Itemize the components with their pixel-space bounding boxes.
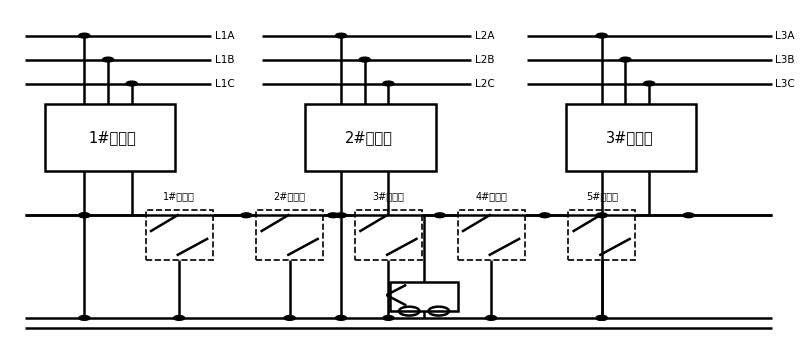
Circle shape — [383, 81, 394, 86]
Bar — [355, 210, 422, 260]
Circle shape — [335, 213, 346, 218]
Bar — [390, 282, 458, 311]
Circle shape — [174, 316, 185, 321]
Bar — [566, 104, 697, 171]
Circle shape — [359, 57, 370, 62]
Text: 1#过分相: 1#过分相 — [163, 191, 195, 201]
Bar — [146, 210, 213, 260]
Circle shape — [78, 316, 90, 321]
Text: L3A: L3A — [775, 31, 795, 41]
Circle shape — [335, 33, 346, 38]
Bar — [256, 210, 323, 260]
Circle shape — [620, 57, 631, 62]
Circle shape — [596, 316, 607, 321]
Text: L1C: L1C — [214, 79, 234, 89]
Bar — [568, 210, 635, 260]
Text: L3C: L3C — [775, 79, 795, 89]
Circle shape — [486, 316, 497, 321]
Circle shape — [335, 316, 346, 321]
Circle shape — [126, 81, 138, 86]
Circle shape — [241, 213, 252, 218]
Text: 1#供电所: 1#供电所 — [88, 130, 136, 145]
Bar — [45, 104, 175, 171]
Text: 2#供电所: 2#供电所 — [345, 130, 393, 145]
Circle shape — [596, 213, 607, 218]
Circle shape — [78, 213, 90, 218]
Circle shape — [78, 213, 90, 218]
Bar — [306, 104, 436, 171]
Text: 3#过分相: 3#过分相 — [373, 191, 404, 201]
Text: 5#过分相: 5#过分相 — [586, 191, 618, 201]
Circle shape — [102, 57, 114, 62]
Circle shape — [596, 33, 607, 38]
Text: L1B: L1B — [214, 55, 234, 65]
Circle shape — [643, 81, 654, 86]
Text: L2B: L2B — [475, 55, 495, 65]
Circle shape — [284, 316, 295, 321]
Circle shape — [683, 213, 694, 218]
Text: L2C: L2C — [475, 79, 495, 89]
Circle shape — [596, 316, 607, 321]
Text: 4#过分相: 4#过分相 — [475, 191, 507, 201]
Bar — [458, 210, 525, 260]
Circle shape — [434, 213, 446, 218]
Circle shape — [383, 316, 394, 321]
Text: 3#供电所: 3#供电所 — [606, 130, 653, 145]
Text: L1A: L1A — [214, 31, 234, 41]
Text: L2A: L2A — [475, 31, 495, 41]
Circle shape — [539, 213, 550, 218]
Circle shape — [78, 33, 90, 38]
Text: 2#过分相: 2#过分相 — [274, 191, 306, 201]
Text: L3B: L3B — [775, 55, 795, 65]
Circle shape — [328, 213, 338, 218]
